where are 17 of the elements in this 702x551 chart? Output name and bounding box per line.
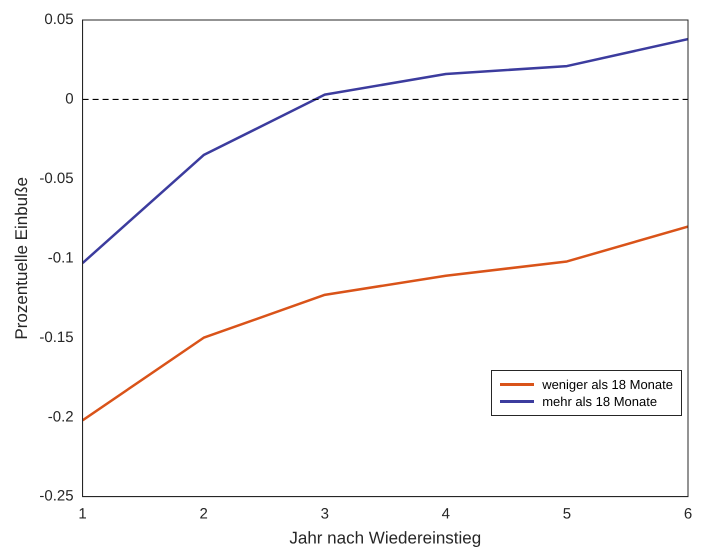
y-tick-label: -0.15 — [39, 328, 74, 346]
y-tick-label: -0.1 — [48, 249, 74, 266]
legend-label: mehr als 18 Monate — [542, 394, 658, 409]
legend-label: weniger als 18 Monate — [542, 377, 673, 392]
x-axis-title: Jahr nach Wiedereinstieg — [289, 528, 482, 548]
y-tick-label: -0.2 — [48, 408, 74, 426]
x-tick-label: 5 — [562, 506, 572, 523]
y-tick-label: -0.05 — [39, 170, 74, 188]
x-tick-label: 3 — [320, 506, 329, 523]
y-axis-title: Prozentuelle Einbuße — [12, 177, 31, 340]
x-tick-label: 2 — [200, 506, 208, 523]
x-tick-label: 6 — [684, 506, 692, 523]
y-tick-label: -0.25 — [39, 488, 74, 505]
y-tick-label: 0 — [65, 90, 74, 108]
x-tick-label: 1 — [78, 506, 87, 523]
x-tick-label: 4 — [442, 506, 450, 523]
y-tick-label: 0.05 — [44, 11, 74, 28]
